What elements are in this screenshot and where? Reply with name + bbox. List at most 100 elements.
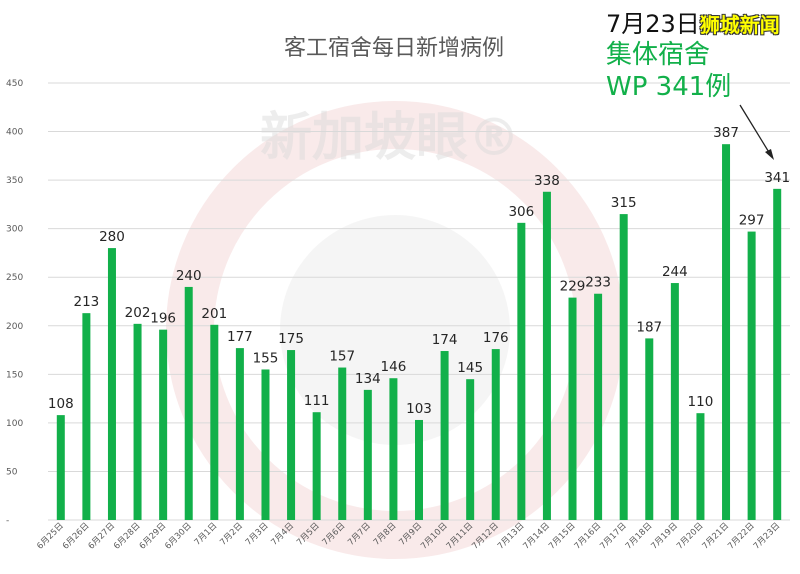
y-tick-label: 200 bbox=[6, 322, 23, 332]
data-label: 229 bbox=[560, 279, 586, 295]
x-tick-label: 6月29日 bbox=[138, 521, 169, 552]
bars bbox=[56, 144, 782, 521]
data-label: 175 bbox=[278, 331, 304, 347]
data-label: 196 bbox=[150, 311, 176, 327]
annotation-line-1: 集体宿舍 bbox=[606, 40, 711, 70]
y-tick-label: 50 bbox=[6, 467, 18, 477]
data-label: 111 bbox=[304, 393, 330, 409]
x-tick-label: 6月26日 bbox=[61, 521, 92, 552]
y-tick-label: 300 bbox=[6, 225, 23, 235]
x-tick-label: 7月19日 bbox=[649, 521, 680, 552]
data-label: 233 bbox=[585, 275, 611, 291]
data-label: 341 bbox=[764, 170, 790, 186]
bar bbox=[82, 313, 91, 520]
bar bbox=[312, 412, 321, 520]
x-tick-label: 7月20日 bbox=[675, 521, 706, 552]
data-label: 187 bbox=[636, 319, 662, 335]
x-tick-label: 7月21日 bbox=[701, 521, 732, 552]
x-tick-label: 7月15日 bbox=[547, 521, 578, 552]
data-label: 213 bbox=[73, 294, 99, 310]
y-tick-label: 350 bbox=[6, 176, 23, 186]
bar bbox=[287, 350, 296, 520]
y-tick-label: 450 bbox=[6, 79, 23, 89]
data-label: 387 bbox=[713, 125, 739, 141]
bar bbox=[568, 297, 577, 520]
data-label: 201 bbox=[201, 306, 227, 322]
bar bbox=[542, 191, 551, 520]
y-tick-label: 150 bbox=[6, 370, 23, 380]
annotation-brand: 狮城新闻 bbox=[699, 13, 780, 37]
bar bbox=[363, 389, 372, 520]
x-tick-label: 7月1日 bbox=[193, 521, 220, 548]
bar bbox=[517, 222, 526, 520]
bar bbox=[159, 329, 168, 520]
y-tick-label: 400 bbox=[6, 128, 23, 138]
bar bbox=[56, 415, 65, 520]
bar bbox=[440, 351, 449, 520]
watermark-text: 新加坡眼® bbox=[260, 108, 520, 168]
data-label: 134 bbox=[355, 371, 381, 387]
bar bbox=[696, 413, 705, 520]
y-tick-label: 100 bbox=[6, 419, 23, 429]
bar bbox=[107, 248, 116, 521]
data-label: 157 bbox=[329, 349, 355, 365]
data-label: 146 bbox=[381, 359, 407, 375]
data-label: 244 bbox=[662, 264, 688, 280]
data-label: 174 bbox=[432, 332, 458, 348]
watermark-center-icon bbox=[280, 215, 510, 445]
data-label: 177 bbox=[227, 329, 253, 345]
x-tick-label: 7月3日 bbox=[244, 521, 271, 548]
data-label: 315 bbox=[611, 195, 637, 211]
data-label: 297 bbox=[739, 213, 765, 229]
data-label: 103 bbox=[406, 401, 432, 417]
data-label: 306 bbox=[508, 204, 534, 220]
bar bbox=[773, 188, 782, 520]
bar bbox=[133, 323, 142, 520]
y-axis: - 50 100 150 200 250 300 350 400 450 bbox=[6, 79, 23, 526]
data-label: 240 bbox=[176, 268, 202, 284]
data-label: 110 bbox=[688, 394, 714, 410]
bar bbox=[722, 144, 731, 520]
bar bbox=[594, 293, 603, 520]
bar bbox=[747, 231, 756, 520]
data-label: 280 bbox=[99, 229, 125, 245]
data-label: 145 bbox=[457, 360, 483, 376]
bar bbox=[491, 349, 500, 520]
x-tick-label: 6月28日 bbox=[112, 521, 143, 552]
bar bbox=[389, 378, 398, 520]
annotation-headline: 7月23日狮城新闻 bbox=[606, 12, 780, 36]
bar bbox=[645, 338, 654, 520]
annotation-line-2: WP 341例 bbox=[606, 72, 732, 102]
bar bbox=[261, 369, 270, 520]
x-tick-label: 7月2日 bbox=[218, 521, 245, 548]
annotation-arrow bbox=[739, 104, 771, 155]
x-tick-label: 7月17日 bbox=[598, 521, 629, 552]
bar bbox=[619, 214, 628, 520]
data-label: 155 bbox=[253, 350, 279, 366]
chart-title: 客工宿舍每日新增病例 bbox=[284, 36, 504, 61]
x-tick-label: 7月14日 bbox=[521, 521, 552, 552]
y-tick-label: - bbox=[6, 516, 9, 526]
y-tick-label: 250 bbox=[6, 273, 23, 283]
data-label: 108 bbox=[48, 396, 74, 412]
x-tick-label: 7月18日 bbox=[624, 521, 655, 552]
bar bbox=[466, 379, 475, 520]
annotation-date: 7月23日 bbox=[606, 10, 700, 38]
x-tick-label: 6月30日 bbox=[163, 521, 194, 552]
data-label: 176 bbox=[483, 330, 509, 346]
x-tick-label: 7月22日 bbox=[726, 521, 757, 552]
annotation-box: 7月23日狮城新闻 集体宿舍 WP 341例 bbox=[606, 12, 780, 100]
bar bbox=[210, 324, 219, 520]
x-tick-label: 7月16日 bbox=[573, 521, 604, 552]
bar bbox=[670, 283, 679, 520]
data-label: 202 bbox=[125, 305, 151, 321]
bar bbox=[338, 367, 347, 520]
x-tick-label: 6月25日 bbox=[35, 521, 66, 552]
bar bbox=[415, 419, 423, 520]
bar bbox=[235, 348, 244, 520]
annotation-arrow-head-icon bbox=[765, 149, 774, 160]
gridlines bbox=[48, 82, 790, 521]
